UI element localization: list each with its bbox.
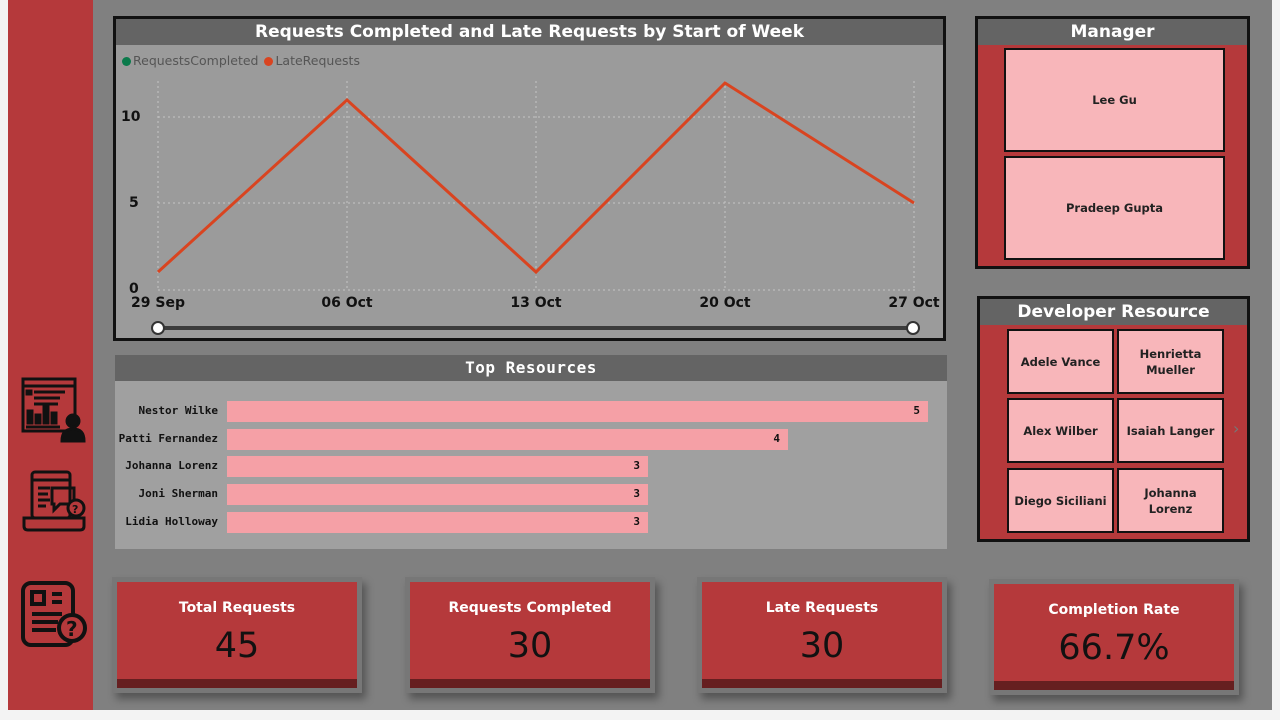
- bar-row: Lidia Holloway 3: [115, 512, 947, 533]
- x-tick: 13 Oct: [510, 295, 562, 311]
- bar-label: Johanna Lorenz: [125, 459, 218, 472]
- kpi-footer-bar: [994, 681, 1234, 690]
- kpi-total-requests: Total Requests 45: [117, 582, 357, 688]
- developer-tile[interactable]: Johanna Lorenz: [1117, 468, 1224, 533]
- kpi-value: 30: [799, 626, 845, 666]
- manager-slicer-title: Manager: [978, 19, 1247, 45]
- manager-slicer: Manager Lee Gu Pradeep Gupta: [975, 16, 1250, 269]
- kpi-value: 66.7%: [1058, 628, 1170, 668]
- bar[interactable]: 3: [227, 456, 648, 477]
- late-requests-line: [156, 81, 915, 275]
- x-tick: 29 Sep: [131, 295, 185, 311]
- svg-text:?: ?: [66, 617, 78, 641]
- bar-label: Patti Fernandez: [118, 432, 218, 445]
- kpi-footer-bar: [410, 679, 650, 688]
- kpi-footer-bar: [702, 679, 942, 688]
- legend-item-requests-completed[interactable]: RequestsCompleted: [122, 53, 258, 68]
- slider-end-handle[interactable]: [906, 321, 920, 335]
- kpi-late-requests: Late Requests 30: [702, 582, 942, 688]
- slider-start-handle[interactable]: [151, 321, 165, 335]
- legend-dot-icon: [122, 57, 131, 66]
- developer-tile[interactable]: Alex Wilber: [1007, 398, 1114, 463]
- bar-value: 3: [633, 459, 640, 472]
- bar-value: 3: [633, 487, 640, 500]
- laptop-support-question-icon[interactable]: ?: [20, 470, 88, 538]
- developer-tile[interactable]: Adele Vance: [1007, 329, 1114, 394]
- manager-tile-pradeep-gupta[interactable]: Pradeep Gupta: [1004, 156, 1225, 260]
- kpi-completion-rate: Completion Rate 66.7%: [994, 584, 1234, 690]
- top-resources-card: Top Resources Nestor Wilke 5 Patti Ferna…: [115, 355, 947, 549]
- bar[interactable]: 4: [227, 429, 788, 450]
- svg-text:?: ?: [72, 503, 78, 516]
- bar-value: 4: [773, 432, 780, 445]
- y-tick: 0: [129, 281, 139, 297]
- kpi-label: Requests Completed: [448, 600, 612, 616]
- x-tick: 06 Oct: [321, 295, 373, 311]
- x-tick: 20 Oct: [699, 295, 751, 311]
- bar-value: 3: [633, 515, 640, 528]
- bar-label: Nestor Wilke: [138, 404, 218, 417]
- top-resources-title: Top Resources: [115, 355, 947, 381]
- bar-value: 5: [913, 404, 920, 417]
- line-chart-card: Requests Completed and Late Requests by …: [113, 16, 946, 341]
- legend-dot-icon: [264, 57, 274, 66]
- developer-slicer-title: Developer Resource: [980, 299, 1247, 325]
- form-question-icon[interactable]: ?: [20, 580, 88, 648]
- kpi-footer-bar: [117, 679, 357, 688]
- developer-tile[interactable]: Henrietta Mueller: [1117, 329, 1224, 394]
- bar-row: Nestor Wilke 5: [115, 401, 947, 422]
- bar-row: Patti Fernandez 4: [115, 429, 947, 450]
- bar-row: Joni Sherman 3: [115, 484, 947, 505]
- bar-label: Lidia Holloway: [125, 515, 218, 528]
- bar[interactable]: 5: [227, 401, 928, 422]
- kpi-value: 30: [507, 626, 553, 666]
- kpi-label: Late Requests: [765, 600, 879, 616]
- line-chart-title: Requests Completed and Late Requests by …: [116, 19, 943, 45]
- legend-label: LateRequests: [275, 53, 360, 68]
- line-plot-area[interactable]: [116, 19, 943, 338]
- chevron-right-icon[interactable]: ›: [1233, 419, 1240, 438]
- bar[interactable]: 3: [227, 484, 648, 505]
- kpi-value: 45: [214, 626, 260, 666]
- developer-tile[interactable]: Isaiah Langer: [1117, 398, 1224, 463]
- manager-tile-lee-gu[interactable]: Lee Gu: [1004, 48, 1225, 152]
- sidebar: ? ?: [8, 0, 93, 710]
- y-tick: 10: [121, 109, 141, 125]
- kpi-requests-completed: Requests Completed 30: [410, 582, 650, 688]
- legend-item-late-requests[interactable]: LateRequests: [264, 53, 360, 68]
- kpi-label: Total Requests: [178, 600, 296, 616]
- x-tick: 27 Oct: [888, 295, 940, 311]
- developer-tile[interactable]: Diego Siciliani: [1007, 468, 1114, 533]
- y-tick: 5: [129, 195, 139, 211]
- bar-label: Joni Sherman: [138, 487, 218, 500]
- chart-legend: RequestsCompleted LateRequests: [122, 53, 360, 68]
- bar-row: Johanna Lorenz 3: [115, 456, 947, 477]
- kpi-label: Completion Rate: [1048, 602, 1180, 618]
- bar[interactable]: 3: [227, 512, 648, 533]
- report-presenter-icon[interactable]: [20, 375, 88, 443]
- developer-resource-slicer: Developer Resource Adele Vance Henrietta…: [977, 296, 1250, 542]
- date-range-slider[interactable]: [158, 326, 914, 330]
- legend-label: RequestsCompleted: [133, 53, 259, 68]
